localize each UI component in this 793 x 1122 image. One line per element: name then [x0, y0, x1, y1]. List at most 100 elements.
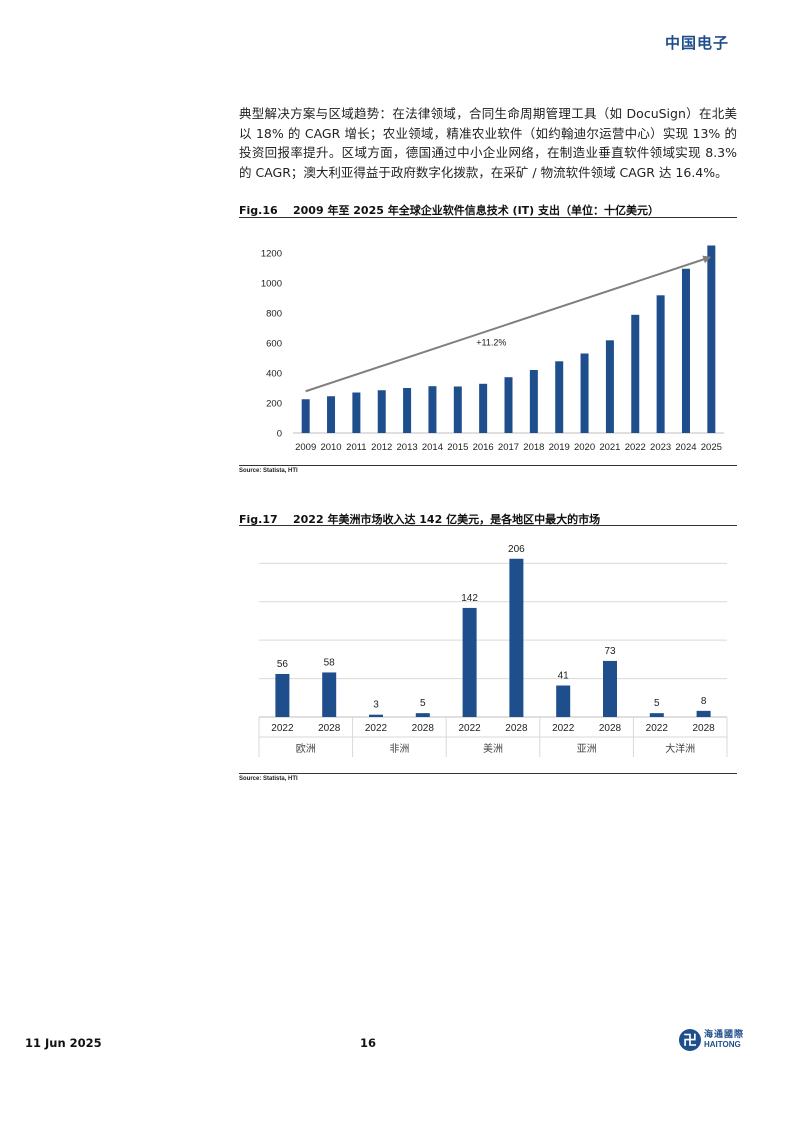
fig17-label: Fig.17 [239, 513, 278, 526]
growth-annotation: +11.2% [476, 338, 506, 348]
x-tick-label: 2018 [523, 442, 544, 453]
data-label: 142 [461, 593, 478, 604]
bar [649, 713, 664, 717]
bar [327, 396, 336, 433]
x-tick-label: 2014 [422, 442, 443, 453]
haitong-logo-icon: 卍 [679, 1029, 701, 1051]
fig16-label: Fig.16 [239, 204, 278, 217]
x-tick-label: 2022 [646, 723, 669, 734]
logo-en-text: HAITONG [704, 1040, 741, 1049]
data-label: 5 [420, 698, 426, 709]
x-tick-label: 2021 [599, 442, 620, 453]
x-tick-label: 2020 [574, 442, 595, 453]
bar [696, 710, 711, 717]
bar [453, 386, 462, 433]
x-tick-label: 2028 [505, 723, 528, 734]
region-label: 非洲 [389, 743, 409, 755]
bar [580, 353, 589, 433]
fig17-top-rule [239, 525, 737, 526]
bar [509, 558, 524, 717]
x-tick-label: 2012 [371, 442, 392, 453]
fig17-caption: Fig.17 2022 年美洲市场收入达 142 亿美元，是各地区中最大的市场 [239, 511, 737, 527]
fig16-caption: Fig.16 2009 年至 2025 年全球企业软件信息技术 (IT) 支出（单… [239, 202, 737, 218]
data-label: 56 [277, 659, 289, 670]
y-tick-label: 1000 [261, 279, 282, 290]
x-tick-label: 2017 [498, 442, 519, 453]
x-tick-label: 2028 [692, 723, 715, 734]
bar [681, 268, 690, 433]
bar [603, 660, 617, 717]
x-tick-label: 2022 [365, 723, 388, 734]
bar [631, 314, 640, 433]
x-tick-label: 2028 [412, 723, 435, 734]
x-tick-label: 2013 [397, 442, 418, 453]
fig16-title: 2009 年至 2025 年全球企业软件信息技术 (IT) 支出（单位：十亿美元… [293, 204, 660, 217]
fig17-title: 2022 年美洲市场收入达 142 亿美元，是各地区中最大的市场 [293, 513, 601, 526]
x-tick-label: 2016 [473, 442, 494, 453]
bar [322, 672, 337, 717]
bar [462, 607, 477, 717]
region-label: 美洲 [483, 742, 503, 755]
trend-arrow [305, 255, 712, 393]
x-tick-label: 2024 [675, 442, 696, 453]
x-tick-label: 2022 [625, 442, 646, 453]
bar [377, 390, 386, 433]
y-tick-label: 1200 [261, 249, 282, 260]
y-tick-label: 200 [266, 399, 282, 410]
bar [555, 361, 564, 433]
region-label: 大洋洲 [665, 742, 695, 755]
data-label: 8 [701, 696, 707, 707]
data-label: 5 [654, 698, 660, 709]
y-tick-label: 400 [266, 369, 282, 380]
fig16-source: Source: Statista, HTI [239, 468, 298, 474]
region-label: 亚洲 [577, 743, 597, 755]
footer-date: 11 Jun 2025 [25, 1036, 102, 1050]
bar [707, 245, 716, 433]
logo-cn-text: 海通國際 [704, 1030, 745, 1040]
bar [504, 377, 513, 433]
intro-paragraph: 典型解决方案与区域趋势：在法律领域，合同生命周期管理工具（如 DocuSign）… [239, 106, 737, 180]
y-tick-label: 600 [266, 339, 282, 350]
page-number: 16 [360, 1036, 377, 1050]
bar [556, 685, 571, 717]
data-label: 58 [324, 657, 336, 668]
data-label: 206 [508, 544, 525, 555]
fig16-chart: 0 200 400 600 800 1000 1200 2009 2010 2011 2012 201… [261, 245, 724, 453]
bar [415, 713, 430, 717]
region-label: 欧洲 [296, 743, 316, 755]
bar [479, 383, 488, 433]
fig17-bottom-rule [239, 773, 737, 774]
bar [369, 714, 383, 717]
y-tick-label: 0 [277, 429, 282, 440]
x-tick-label: 2022 [271, 723, 294, 734]
bar [352, 392, 361, 433]
data-label: 73 [604, 646, 616, 657]
x-tick-label: 2015 [447, 442, 468, 453]
haitong-logo: 卍 海通國際 HAITONG [679, 1029, 744, 1051]
y-tick-label: 800 [266, 309, 282, 320]
x-tick-label: 2022 [552, 723, 575, 734]
bar [275, 673, 290, 717]
bar [605, 340, 614, 433]
bar [428, 386, 437, 433]
x-tick-label: 2028 [599, 723, 622, 734]
x-tick-label: 2028 [318, 723, 341, 734]
bar [301, 399, 310, 433]
x-tick-label: 2009 [295, 442, 316, 453]
fig17-source: Source: Statista, HTI [239, 776, 298, 782]
bar [529, 370, 538, 433]
data-label: 41 [558, 671, 570, 682]
fig17-chart: 562022582028欧洲3202252028非洲14220222062028… [258, 544, 728, 757]
fig16-bottom-rule [239, 465, 737, 466]
bar [403, 388, 412, 433]
x-tick-label: 2010 [320, 442, 341, 453]
data-label: 3 [373, 700, 379, 711]
x-tick-label: 2023 [650, 442, 671, 453]
fig16-top-rule [239, 217, 737, 218]
x-tick-label: 2019 [549, 442, 570, 453]
x-tick-label: 2011 [346, 442, 366, 453]
bar [656, 295, 665, 433]
header-brand: 中国电子 [664, 34, 729, 52]
x-tick-label: 2022 [458, 723, 481, 734]
x-tick-label: 2025 [701, 442, 722, 453]
